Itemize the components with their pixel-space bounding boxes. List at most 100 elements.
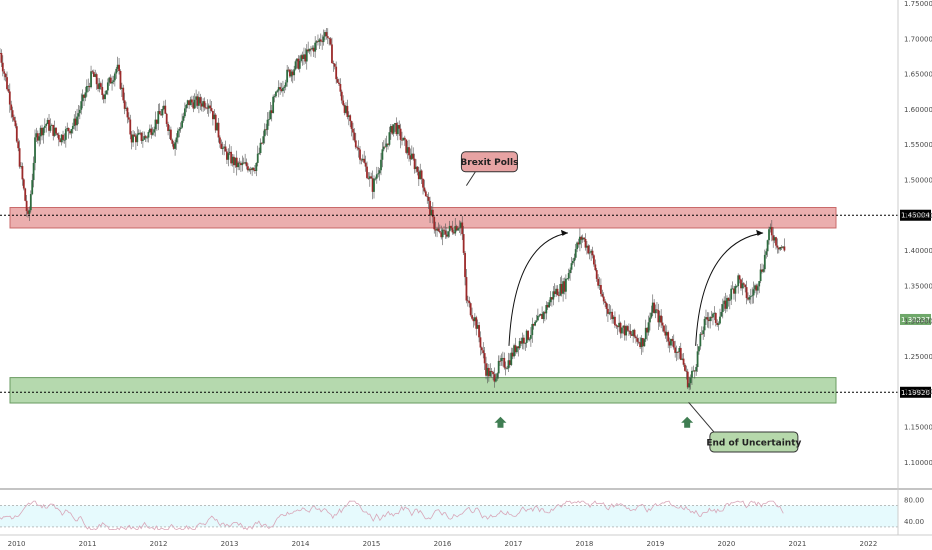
candle-body [226,151,228,160]
candle-body [293,69,296,76]
candle-body [779,246,782,250]
candle-body [314,42,317,52]
candle-body [693,370,696,372]
candle-body [625,326,628,336]
candle-body [577,242,580,245]
candle-body [17,141,20,149]
candle-body [258,153,261,154]
candle-body [398,125,401,129]
candle-body [244,162,247,164]
y-tick-label: 1.30000 [904,318,932,326]
candle-body [84,92,87,98]
candle-body [52,124,55,136]
candle-body [270,110,273,114]
x-tick-label: 2010 [8,540,26,548]
candle-body [80,101,83,110]
candle-body [59,139,62,143]
candle-body [83,94,85,98]
candle-body [632,329,635,336]
candle-body [290,71,293,77]
candle-body [535,320,538,322]
candle-body [447,231,450,237]
candle-body [305,49,308,62]
candle-body [657,310,660,323]
candle-body [32,162,35,181]
candle-body [678,347,681,353]
candle-body [324,32,326,37]
candle-body [105,90,108,95]
candle-body [480,347,483,351]
candle-body [207,105,210,109]
candle-body [556,288,559,296]
rsi-tick-label: 80.00 [904,497,924,505]
candle-body [87,86,90,87]
candle-body [291,71,294,76]
candle-body [508,360,511,365]
candle-body [297,58,300,69]
candle-body [353,132,356,141]
candle-body [157,111,160,124]
candle-body [503,357,506,368]
candle-body [286,69,289,83]
candle-body [388,132,391,145]
callout-text: Brexit Polls [460,158,518,168]
candle-body [200,103,203,107]
candle-body [609,311,612,313]
candle-body [119,70,122,89]
candle-body [615,325,618,327]
candle-body [726,297,728,309]
candle-body [752,289,755,296]
candle-body [445,234,448,237]
candle-body [233,156,235,166]
candle-body [737,275,740,287]
candle-body [36,133,39,141]
candle-body [665,332,668,336]
candle-body [469,303,472,316]
candle-body [20,166,22,167]
candle-body [266,119,269,130]
candle-body [762,269,765,272]
candle-body [513,345,515,357]
candle-body [339,83,342,92]
candle-body [101,86,104,95]
candle-body [268,119,270,121]
candle-body [534,321,536,326]
candle-body [147,132,150,138]
candle-body [485,363,487,376]
candle-body [45,123,48,126]
candle-body [600,285,602,294]
candle-body [506,368,508,370]
candle-body [605,303,608,309]
y-tick-label: 1.75000 [904,0,932,8]
candle-body [709,317,712,322]
candle-body [636,338,639,342]
candle-body [102,94,105,100]
candle-body [642,338,644,347]
candle-body [317,41,319,43]
candle-body [507,360,510,369]
candle-body [88,86,91,88]
candle-body [651,302,654,313]
candle-body [496,373,499,379]
candle-body [134,136,137,143]
candle-body [356,147,359,149]
price-label-bg [900,209,931,221]
candle-body [710,317,713,318]
candle-body [104,94,106,100]
candle-body [427,196,430,201]
candle-body [716,322,719,325]
candle-body [137,133,140,135]
candle-body [27,211,29,214]
candle-body [141,139,144,141]
candle-body [29,194,32,211]
candle-body [255,162,258,172]
candle-body [420,170,423,179]
candle-body [437,228,440,232]
candle-body [13,117,15,121]
candle-body [724,300,727,309]
rsi-band [0,505,898,527]
candle-body [130,134,133,143]
candle-body [550,297,553,300]
candle-body [555,288,557,295]
